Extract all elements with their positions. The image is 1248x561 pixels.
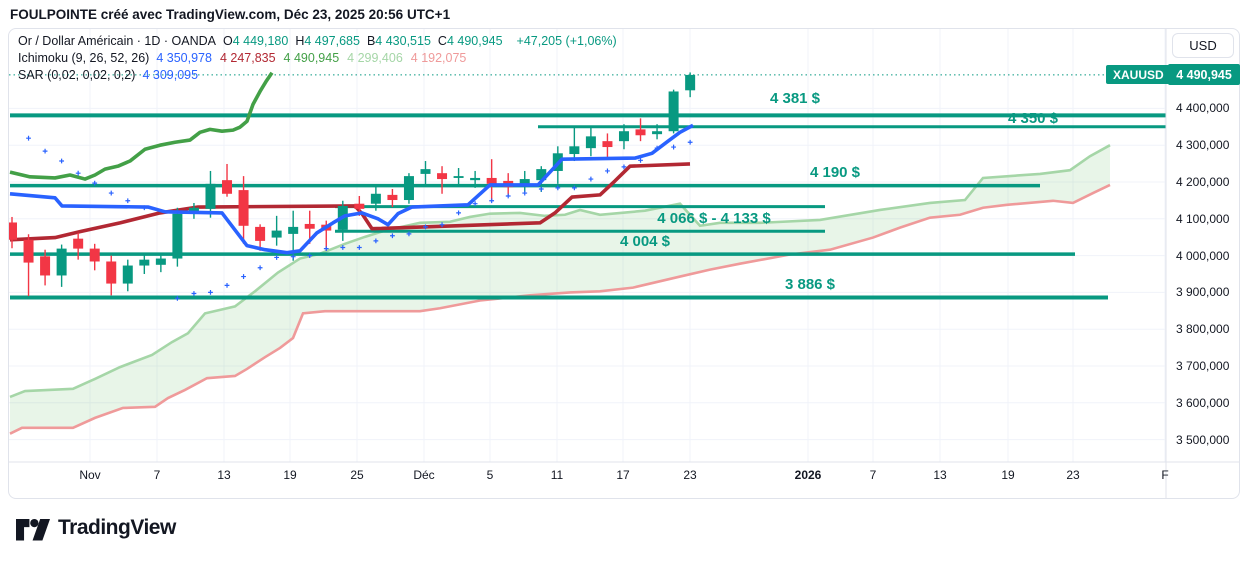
time-tick-label: 19 bbox=[283, 468, 297, 482]
price-tick-label: 3 900,000 bbox=[1176, 285, 1230, 300]
price-tick-label: 3 500,000 bbox=[1176, 432, 1230, 447]
candle bbox=[172, 213, 183, 259]
symbol-title: Or / Dollar Américain · 1D · OANDA bbox=[18, 34, 216, 48]
support-resistance-rays bbox=[10, 113, 1166, 300]
candle bbox=[205, 183, 216, 209]
level-label: 4 381 $ bbox=[770, 90, 821, 107]
currency-selector-button[interactable]: USD bbox=[1172, 33, 1234, 58]
price-tick-label: 3 600,000 bbox=[1176, 395, 1230, 410]
time-tick-label: 5 bbox=[486, 468, 494, 482]
candle bbox=[602, 141, 613, 148]
time-tick-label: Déc bbox=[413, 468, 435, 482]
candle bbox=[271, 230, 282, 238]
time-tick-label: 23 bbox=[683, 468, 697, 482]
chart-card bbox=[8, 28, 1240, 499]
symbol-legend-row[interactable]: Or / Dollar Américain · 1D · OANDA O4 44… bbox=[18, 33, 617, 50]
price-tick-label: 3 700,000 bbox=[1176, 359, 1230, 373]
candle bbox=[122, 265, 133, 284]
candle bbox=[238, 190, 249, 226]
candle bbox=[618, 131, 629, 142]
level-labels: 4 381 $ 4 350 $ 4 190 $ 4 066 $ - 4 133 $ 4 … bbox=[620, 90, 1059, 293]
candle bbox=[288, 226, 299, 234]
candle bbox=[106, 261, 117, 284]
candle bbox=[652, 131, 663, 135]
plot-layer: 4 381 $ 4 350 $ 4 190 $ 4 066 $ - 4 133 $ 4 … bbox=[9, 29, 1166, 462]
candle bbox=[635, 129, 646, 136]
candle bbox=[73, 238, 84, 249]
sar-legend-row[interactable]: SAR (0,02, 0,02, 0,2) 4 309,095 bbox=[18, 67, 617, 84]
candle bbox=[403, 176, 414, 201]
page-title: FOULPOINTE créé avec TradingView.com, Dé… bbox=[10, 7, 451, 22]
ichimoku-title: Ichimoku (9, 26, 52, 26) bbox=[18, 51, 150, 65]
time-tick-label: 17 bbox=[616, 468, 630, 482]
tradingview-logo[interactable]: TradingView bbox=[16, 514, 176, 542]
candle bbox=[139, 259, 150, 266]
candle bbox=[354, 203, 365, 209]
ohlc-values: O4 449,180 H4 497,685 B4 430,515 C4 490,945 bbox=[222, 34, 503, 48]
level-label: 3 886 $ bbox=[785, 276, 836, 293]
price-tick-label: 4 400,000 bbox=[1176, 101, 1230, 116]
tradingview-logo-text: TradingView bbox=[58, 516, 176, 539]
candle bbox=[56, 248, 67, 276]
time-tick-label: 2026 bbox=[794, 468, 822, 482]
symbol-badge: XAUUSD bbox=[1106, 65, 1171, 84]
tenkan-line bbox=[9, 123, 694, 255]
chikou-line bbox=[9, 71, 274, 181]
candle bbox=[89, 248, 100, 262]
candle bbox=[222, 180, 233, 194]
chart-legend: Or / Dollar Américain · 1D · OANDA O4 44… bbox=[18, 33, 617, 84]
candle bbox=[585, 136, 596, 149]
candle bbox=[470, 177, 481, 181]
time-tick-label: 13 bbox=[217, 468, 231, 482]
tradingview-logo-icon bbox=[16, 518, 50, 541]
time-tick-label: F bbox=[1161, 468, 1169, 482]
price-change: +47,205 (+1,06%) bbox=[516, 34, 617, 48]
sar-dots bbox=[26, 135, 693, 301]
candle bbox=[155, 258, 166, 265]
last-price-badge: 4 490,945 bbox=[1168, 64, 1240, 85]
ichimoku-values: 4 350,978 4 247,835 4 490,945 4 299,406 4 19… bbox=[156, 51, 467, 65]
kijun-line bbox=[9, 162, 691, 242]
candle bbox=[23, 239, 34, 263]
ichimoku-legend-row[interactable]: Ichimoku (9, 26, 52, 26) 4 350,978 4 247,… bbox=[18, 50, 617, 67]
sar-title: SAR (0,02, 0,02, 0,2) bbox=[18, 68, 136, 82]
candle bbox=[486, 177, 497, 184]
candle bbox=[685, 74, 696, 91]
level-label: 4 190 $ bbox=[810, 164, 861, 181]
candle bbox=[668, 91, 679, 132]
candle bbox=[40, 256, 51, 276]
time-tick-label: 13 bbox=[933, 468, 947, 482]
price-tick-label: 4 100,000 bbox=[1176, 211, 1230, 226]
level-label: 4 066 $ - 4 133 $ bbox=[657, 210, 771, 227]
candle bbox=[304, 223, 315, 229]
candle bbox=[9, 222, 17, 240]
price-tick-label: 3 800,000 bbox=[1176, 322, 1230, 337]
senkou-a-line bbox=[9, 144, 1111, 399]
price-tick-label: 4 200,000 bbox=[1176, 175, 1230, 189]
candle bbox=[255, 226, 266, 241]
price-tick-label: 4 000,000 bbox=[1176, 248, 1230, 263]
time-tick-label: 23 bbox=[1066, 468, 1080, 482]
candle bbox=[370, 193, 381, 204]
sar-value: 4 309,095 bbox=[142, 68, 199, 82]
candle bbox=[453, 176, 464, 178]
time-tick-label: 7 bbox=[869, 468, 877, 482]
candle bbox=[536, 169, 547, 181]
level-label: 4 350 $ bbox=[1008, 110, 1059, 127]
time-tick-label: 7 bbox=[153, 468, 161, 482]
level-label: 4 004 $ bbox=[620, 233, 671, 250]
time-tick-label: 11 bbox=[550, 468, 564, 482]
candle bbox=[569, 146, 580, 155]
candle bbox=[420, 169, 431, 174]
candle bbox=[387, 194, 398, 201]
time-tick-label: 19 bbox=[1001, 468, 1015, 482]
price-tick-label: 4 300,000 bbox=[1176, 138, 1230, 153]
candle bbox=[519, 179, 530, 187]
candle bbox=[437, 173, 448, 180]
time-tick-label: Nov bbox=[79, 468, 101, 482]
time-tick-label: 25 bbox=[350, 468, 364, 482]
